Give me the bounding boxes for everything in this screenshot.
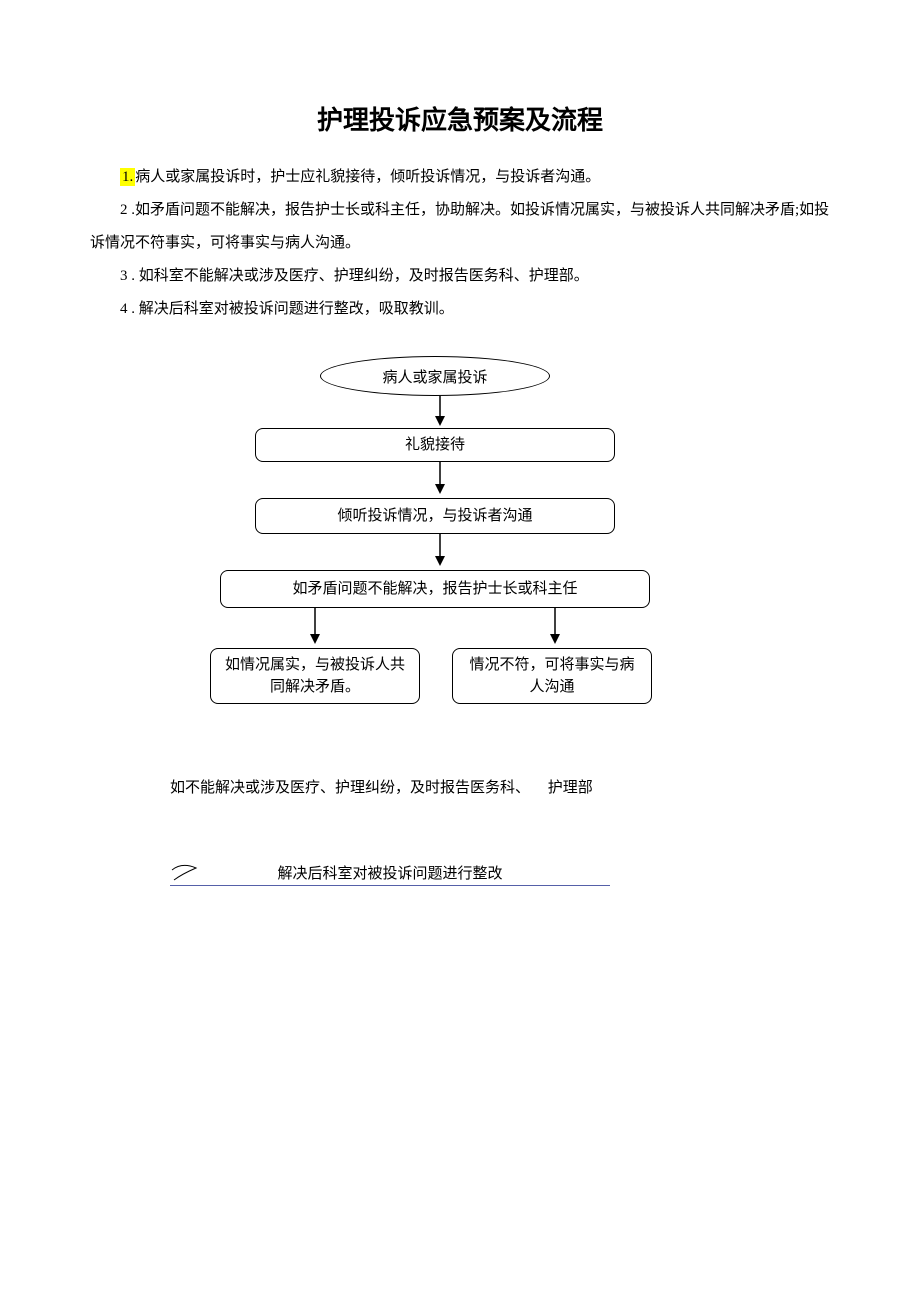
paragraph-3: 3 . 如科室不能解决或涉及医疗、护理纠纷，及时报告医务科、护理部。 (90, 260, 830, 293)
flow-node-listen: 倾听投诉情况，与投诉者沟通 (255, 498, 615, 534)
flow-node-true-label: 如情况属实，与被投诉人共同解决矛盾。 (221, 654, 409, 699)
flow-node-start: 病人或家属投诉 (320, 356, 550, 396)
paragraph-4: 4 . 解决后科室对被投诉问题进行整改，吸取教训。 (90, 293, 830, 326)
page-title: 护理投诉应急预案及流程 (90, 100, 830, 137)
flow-node-listen-label: 倾听投诉情况，与投诉者沟通 (337, 505, 532, 528)
escalate-text-1: 如不能解决或涉及医疗、护理纠纷，及时报告医务科、 (170, 780, 530, 796)
arrow-1 (430, 396, 450, 430)
flow-text-escalate: 如不能解决或涉及医疗、护理纠纷，及时报告医务科、 护理部 (170, 776, 760, 797)
flow-node-receive-label: 礼貌接待 (405, 434, 465, 457)
paragraph-1: 1.病人或家属投诉时，护士应礼貌接待，倾听投诉情况，与投诉者沟通。 (90, 161, 830, 194)
arrow-4-right (545, 608, 565, 648)
flow-node-report: 如矛盾问题不能解决，报告护士长或科主任 (220, 570, 650, 608)
arrow-3 (430, 534, 450, 570)
flow-node-false: 情况不符，可将事实与病人沟通 (452, 648, 652, 704)
arrow-2 (430, 462, 450, 498)
flow-node-true: 如情况属实，与被投诉人共同解决矛盾。 (210, 648, 420, 704)
arrow-4-left (305, 608, 325, 648)
escalate-text-2: 护理部 (548, 780, 593, 796)
bottom-row-text: 解决后科室对被投诉问题进行整改 (170, 862, 610, 883)
paragraph-2: 2 .如矛盾问题不能解决，报告护士长或科主任，协助解决。如投诉情况属实，与被投诉… (90, 194, 830, 260)
flowchart: 病人或家属投诉 礼貌接待 倾听投诉情况，与投诉者沟通 如矛盾问题不能解决，报告护… (90, 356, 830, 916)
highlight-num: 1. (120, 168, 135, 186)
flow-node-receive: 礼貌接待 (255, 428, 615, 462)
flow-node-report-label: 如矛盾问题不能解决，报告护士长或科主任 (292, 578, 577, 601)
flow-bottom-row: 解决后科室对被投诉问题进行整改 (170, 856, 610, 886)
para1-text: 病人或家属投诉时，护士应礼貌接待，倾听投诉情况，与投诉者沟通。 (135, 169, 600, 185)
flow-node-start-label: 病人或家属投诉 (382, 366, 487, 387)
flow-node-false-label: 情况不符，可将事实与病人沟通 (463, 654, 641, 699)
